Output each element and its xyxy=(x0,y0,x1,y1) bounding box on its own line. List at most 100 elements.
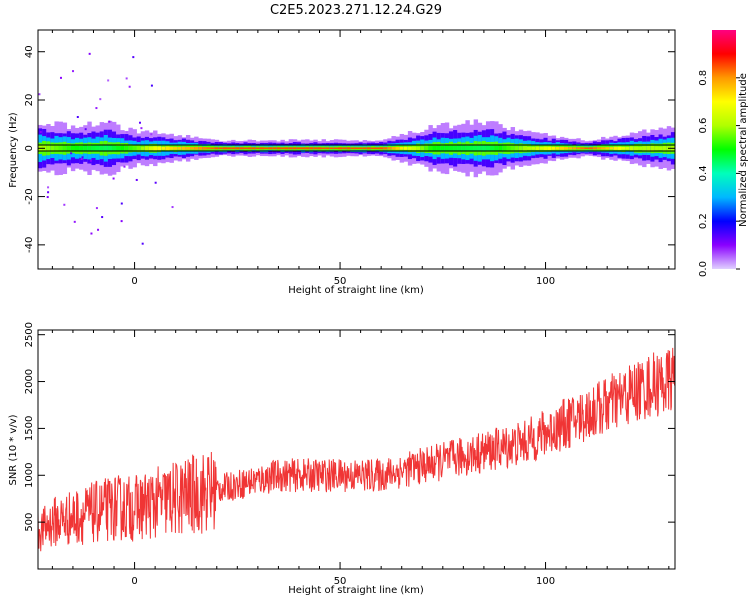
spectrogram-ticks: 0 50 100 -40 -20 0 20 40 xyxy=(24,30,675,287)
spectrogram-cell xyxy=(506,146,511,151)
spectrogram-cell xyxy=(543,146,548,151)
y-tick-label: 40 xyxy=(24,45,35,58)
spectrogram-speck xyxy=(95,107,98,110)
spectrogram-speck xyxy=(63,203,66,206)
spectrogram-cell xyxy=(218,147,224,150)
spectrogram-speck xyxy=(95,207,98,210)
spectrogram-cell xyxy=(572,147,577,150)
spectrogram-cell xyxy=(399,146,405,150)
x-tick-label: 100 xyxy=(536,276,555,287)
y-tick-label: 2500 xyxy=(24,322,35,347)
spectrogram-cell xyxy=(444,145,450,151)
spectrogram-speck xyxy=(46,196,49,199)
spectrogram-cell xyxy=(296,147,302,150)
spectrogram-cell xyxy=(190,147,195,150)
spectrogram-cell xyxy=(116,146,121,151)
spectrogram-cell xyxy=(120,145,125,151)
spectrogram-cell xyxy=(391,146,396,150)
spectrogram-cell xyxy=(633,146,639,151)
spectrogram-cell xyxy=(313,147,318,150)
spectrogram-cell xyxy=(288,147,294,150)
spectrogram-cell xyxy=(609,147,614,150)
spectrogram-speck xyxy=(135,178,138,181)
spectrogram-cell xyxy=(461,145,466,152)
spectrogram-cell xyxy=(502,145,507,151)
spectrogram-cell xyxy=(514,146,520,151)
snr-ylabel: SNR (10 * v/v) xyxy=(8,414,19,485)
spectrogram-speck xyxy=(141,242,144,245)
spectrogram-cell xyxy=(535,146,540,151)
spectrogram-xlabel: Height of straight line (km) xyxy=(288,285,424,296)
spectrogram-cell xyxy=(580,147,585,150)
spectrogram-cell xyxy=(485,145,491,152)
spectrogram-cell xyxy=(214,147,220,150)
y-tick-label: -40 xyxy=(24,237,35,253)
spectrogram-cell xyxy=(588,147,594,150)
spectrogram-cell xyxy=(177,146,183,150)
spectrogram-cell xyxy=(621,146,626,150)
spectrogram-cell xyxy=(243,147,248,150)
spectrogram-cell xyxy=(321,147,326,150)
spectrogram-cell xyxy=(617,146,622,150)
snr-series-line xyxy=(37,347,676,552)
spectrogram-cell xyxy=(74,145,80,151)
spectrogram-speck xyxy=(125,131,128,134)
spectrogram-speck xyxy=(128,85,131,88)
spectrogram-cell xyxy=(522,146,528,151)
spectrogram-speck xyxy=(112,177,115,180)
spectrogram-cell xyxy=(169,146,174,150)
spectrogram-cell xyxy=(411,146,417,151)
spectrogram-cell xyxy=(165,146,170,151)
spectrogram-speck xyxy=(47,186,50,189)
spectrogram-speck xyxy=(76,116,79,119)
spectrogram-cell xyxy=(292,147,298,150)
spectrogram-cell xyxy=(50,145,55,151)
spectrogram-cell xyxy=(568,147,573,150)
y-tick-label: -20 xyxy=(24,188,35,204)
spectrogram-cell xyxy=(173,146,179,150)
spectrogram-panel: 0 50 100 -40 -20 0 20 40 Height of straight lin… xyxy=(8,29,676,296)
snr-frame xyxy=(37,329,676,570)
spectrogram-cell xyxy=(638,146,643,150)
spectrogram-cell xyxy=(383,147,388,150)
spectrogram-cell xyxy=(333,147,339,150)
spectrogram-cell xyxy=(625,146,631,150)
colorbar-gradient xyxy=(712,30,736,269)
spectrogram-cell xyxy=(481,144,487,152)
spectrogram-cell xyxy=(103,145,109,152)
spectrogram-cell xyxy=(601,147,606,150)
spectrogram-cell xyxy=(227,147,232,150)
spectrogram-cell xyxy=(284,147,289,150)
spectrogram-cell xyxy=(448,145,454,151)
y-tick-label: 500 xyxy=(24,513,35,532)
spectrogram-cell xyxy=(596,147,602,150)
spectrogram-cell xyxy=(157,146,162,151)
spectrogram-cell xyxy=(210,147,216,150)
spectrogram-cell xyxy=(654,146,659,151)
spectrogram-speck xyxy=(97,228,100,231)
y-tick-label: 1000 xyxy=(24,463,35,488)
spectrogram-cell xyxy=(91,145,96,151)
spectrogram-cell xyxy=(490,145,495,151)
spectrogram-cell xyxy=(255,147,261,150)
spectrogram-cell xyxy=(403,146,409,150)
spectrogram-cell xyxy=(111,145,117,151)
spectrogram-cell xyxy=(613,146,618,150)
spectrogram-speck xyxy=(107,79,110,82)
spectrogram-cell xyxy=(268,147,273,150)
spectrogram-speck xyxy=(140,127,143,130)
spectrogram-cell xyxy=(395,146,400,150)
spectrogram-cell xyxy=(440,145,446,151)
spectrogram-cell xyxy=(259,147,265,150)
spectrogram-cell xyxy=(465,145,470,151)
spectrogram-cell xyxy=(342,147,347,150)
spectrogram-cell xyxy=(272,147,277,150)
spectrogram-cell xyxy=(46,144,51,152)
spectrogram-cell xyxy=(469,145,474,152)
colorbar-tick-label: 0.6 xyxy=(698,118,709,134)
spectrogram-ylabel: Frequency (Hz) xyxy=(8,112,19,188)
spectrogram-cell xyxy=(79,146,84,151)
spectrogram-speck xyxy=(80,158,83,161)
spectrogram-cell xyxy=(407,146,413,150)
